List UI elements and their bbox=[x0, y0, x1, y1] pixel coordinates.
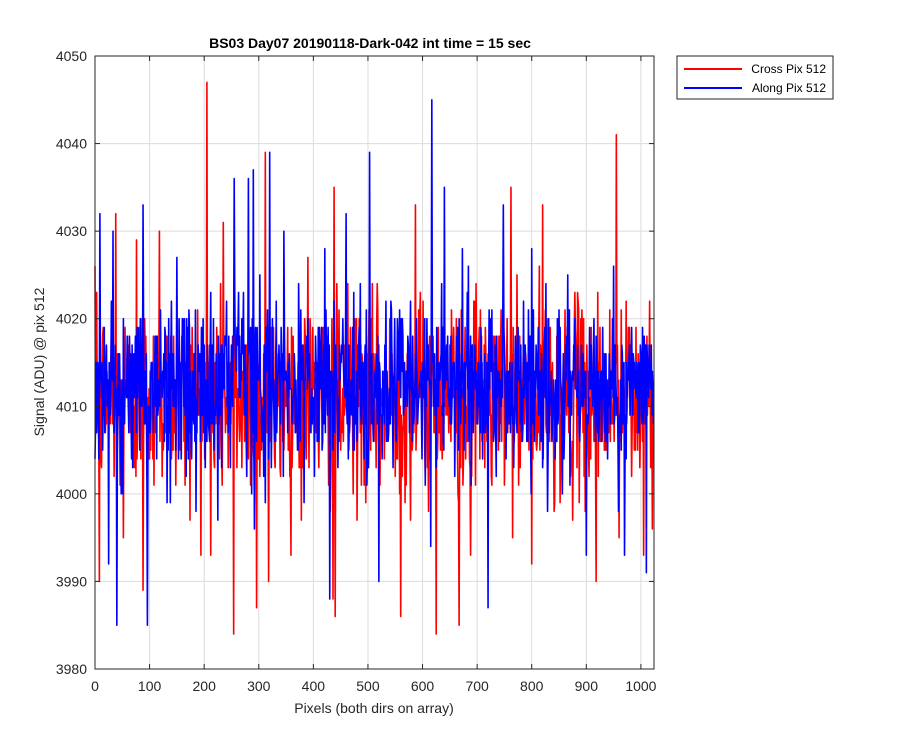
x-tick-label: 400 bbox=[302, 678, 326, 694]
ticks: 0 100 200 300 400 500 600 700 800 900 1000 3980 3990… bbox=[56, 48, 657, 694]
y-tick-label: 4010 bbox=[56, 398, 87, 414]
x-tick-label: 0 bbox=[91, 678, 99, 694]
x-tick-label: 100 bbox=[138, 678, 162, 694]
plot-area: 0 100 200 300 400 500 600 700 800 900 1000 3980 3990… bbox=[56, 48, 657, 694]
y-tick-label: 3990 bbox=[56, 573, 87, 589]
y-tick-label: 3980 bbox=[56, 661, 87, 677]
y-tick-label: 4000 bbox=[56, 486, 87, 502]
x-tick-label: 800 bbox=[520, 678, 544, 694]
series-line-along-pix-512 bbox=[94, 98, 655, 627]
y-tick-label: 4020 bbox=[56, 311, 87, 327]
y-tick-label: 4030 bbox=[56, 223, 87, 239]
x-tick-label: 600 bbox=[411, 678, 435, 694]
x-tick-label: 700 bbox=[465, 678, 489, 694]
x-tick-label: 200 bbox=[193, 678, 217, 694]
x-tick-label: 300 bbox=[247, 678, 271, 694]
legend: Cross Pix 512 Along Pix 512 bbox=[676, 55, 834, 100]
y-tick-label: 4050 bbox=[56, 48, 87, 64]
y-tick-label: 4040 bbox=[56, 136, 87, 152]
axes-box bbox=[94, 55, 655, 670]
legend-label-cross: Cross Pix 512 bbox=[751, 62, 826, 76]
legend-label-along: Along Pix 512 bbox=[752, 81, 826, 95]
legend-box bbox=[676, 55, 834, 100]
x-axis-label: Pixels (both dirs on array) bbox=[294, 700, 454, 716]
x-tick-label: 500 bbox=[356, 678, 380, 694]
series-layer bbox=[94, 81, 655, 635]
y-axis-label: Signal (ADU) @ pix 512 bbox=[31, 287, 47, 436]
chart-title: BS03 Day07 20190118-Dark-042 int time = … bbox=[209, 35, 531, 51]
x-tick-label: 1000 bbox=[625, 678, 656, 694]
x-tick-label: 900 bbox=[575, 678, 599, 694]
